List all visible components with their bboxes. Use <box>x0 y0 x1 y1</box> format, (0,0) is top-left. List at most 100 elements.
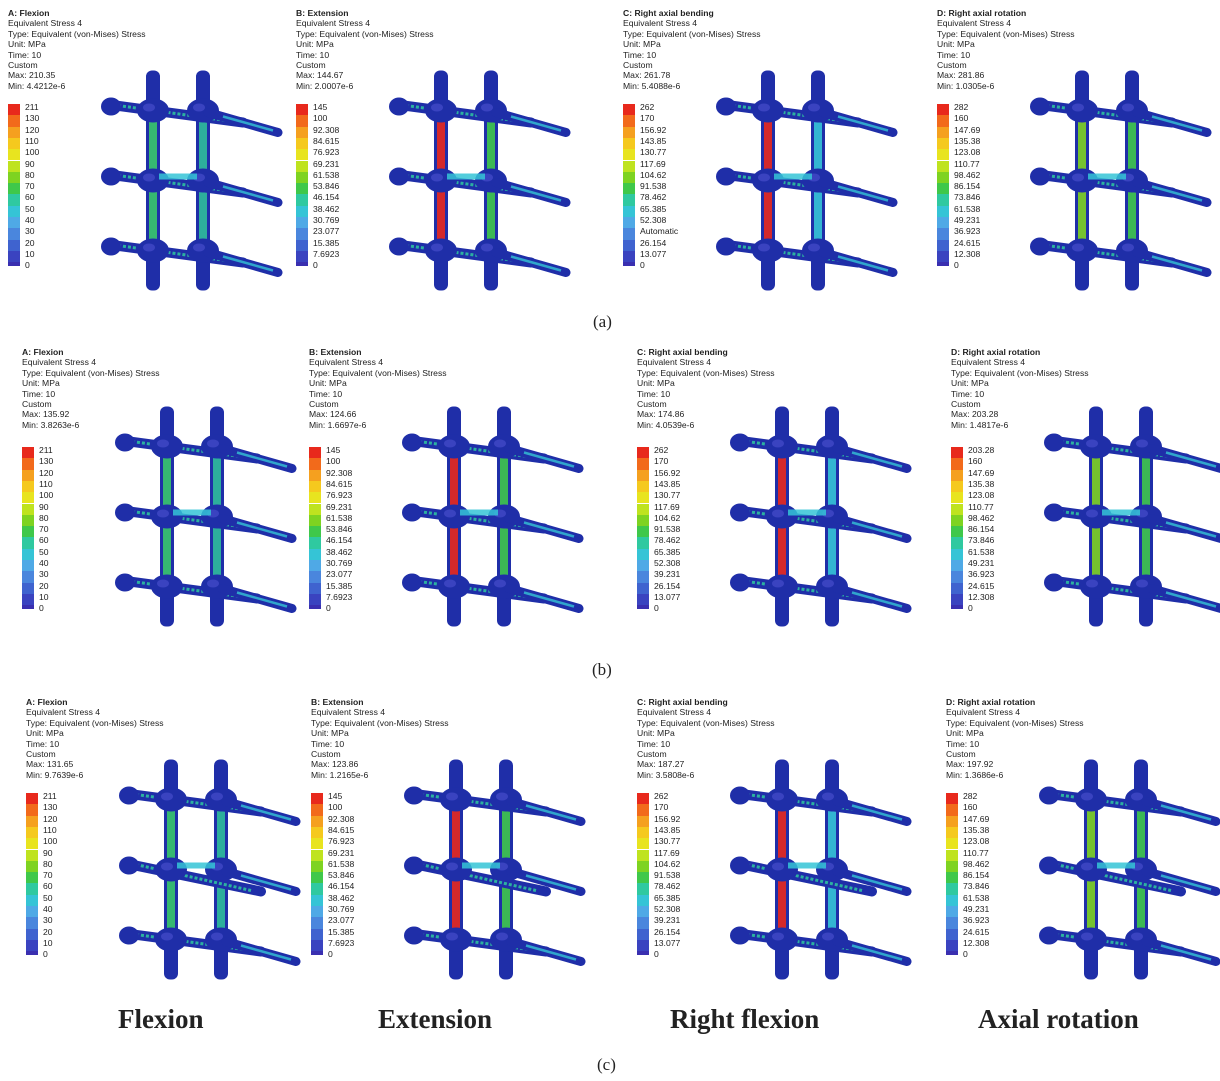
legend-swatch <box>296 262 308 267</box>
legend-tick-label: 30.769 <box>313 215 340 225</box>
legend-swatch <box>22 447 34 459</box>
legend-swatch <box>22 503 34 515</box>
screw-level <box>1044 503 1220 543</box>
legend-tick-label: 262 <box>640 102 655 112</box>
panel-info-line: Custom <box>937 60 967 71</box>
panel-info-line: Time: 10 <box>311 738 345 749</box>
legend-tick-label: 0 <box>328 949 333 960</box>
panel-info-line: Min: 1.2165e-6 <box>311 769 369 780</box>
legend-swatch <box>8 104 20 116</box>
panel-info-line: Type: Equivalent (von-Mises) Stress <box>946 717 1084 728</box>
panel-info-line: Equivalent Stress 4 <box>637 707 712 718</box>
panel-info-line: Custom <box>623 60 653 71</box>
screw-level <box>101 237 283 277</box>
legend-swatch <box>623 104 635 116</box>
legend-swatch <box>296 104 308 116</box>
legend-tick-label: 36.923 <box>963 915 990 926</box>
legend-tick-label: 104.62 <box>640 169 667 180</box>
legend-tick-label: 26.154 <box>654 926 681 937</box>
legend-tick-label: 30.769 <box>326 558 353 568</box>
legend-swatch <box>22 492 34 504</box>
legend-tick-label: 91.538 <box>654 870 681 881</box>
legend-swatch <box>937 183 949 195</box>
panel-info-line: Min: 1.0305e-6 <box>937 80 995 91</box>
panel-info-line: Equivalent Stress 4 <box>26 707 101 718</box>
legend-tick-label: 70 <box>25 181 35 192</box>
panel-info-line: Equivalent Stress 4 <box>623 18 698 29</box>
screw-level <box>1039 856 1220 897</box>
implant-model <box>716 70 898 291</box>
screw-level <box>115 433 297 473</box>
legend-swatch <box>946 860 958 873</box>
legend-swatch <box>937 104 949 116</box>
screw-level <box>716 97 898 137</box>
legend-swatch <box>22 560 34 572</box>
legend-tick-label: 170 <box>654 456 669 467</box>
implant-model <box>730 759 912 980</box>
legend-tick-label: 90 <box>25 158 35 169</box>
legend-swatch <box>309 469 321 481</box>
screw-level <box>404 926 586 966</box>
legend-swatch <box>8 160 20 172</box>
legend-swatch <box>937 171 949 184</box>
panel-info-line: Unit: MPa <box>637 378 675 389</box>
panel-info-line: Equivalent Stress 4 <box>8 18 83 29</box>
legend-swatch <box>26 883 38 895</box>
screw-level <box>716 167 898 207</box>
legend-tick-label: 0 <box>968 603 973 614</box>
legend-tick-label: 120 <box>39 467 54 478</box>
legend-swatch <box>946 872 958 884</box>
legend-tick-label: 7.6923 <box>326 591 353 602</box>
screw-level <box>402 503 584 543</box>
screw-level <box>1044 573 1220 613</box>
panel-info-line: Type: Equivalent (von-Mises) Stress <box>309 367 447 378</box>
panel-info-line: Max: 135.92 <box>22 409 70 420</box>
implant-model <box>1030 70 1212 291</box>
panel-title: A: Flexion <box>26 697 68 707</box>
legend-swatch <box>8 171 20 184</box>
panel-info-line: Max: 261.78 <box>623 70 671 81</box>
legend-tick-label: 86.154 <box>954 181 981 192</box>
panel-info-line: Min: 1.3686e-6 <box>946 769 1004 780</box>
legend-swatch <box>22 526 34 538</box>
implant-model <box>404 759 586 980</box>
legend-tick-label: 143.85 <box>654 478 681 489</box>
legend-tick-label: 0 <box>43 949 48 960</box>
implant-model <box>730 406 912 627</box>
screw-level <box>730 926 912 966</box>
legend-swatch <box>951 526 963 538</box>
panel-info-line: Time: 10 <box>22 388 56 399</box>
legend-swatch <box>951 560 963 572</box>
legend-swatch <box>623 149 635 161</box>
legend-swatch <box>937 149 949 161</box>
legend-swatch <box>623 115 635 127</box>
legend-tick-label: 38.462 <box>326 546 353 557</box>
legend-tick-label: 73.846 <box>963 881 990 892</box>
legend-swatch <box>623 217 635 229</box>
screw-level <box>730 433 912 473</box>
legend-tick-label: 70 <box>43 870 53 881</box>
legend-swatch <box>26 815 38 827</box>
legend-swatch <box>637 906 649 918</box>
legend-tick-label: 0 <box>954 260 959 271</box>
legend-swatch <box>309 537 321 549</box>
legend-swatch <box>22 514 34 527</box>
legend-swatch <box>311 793 323 805</box>
legend-tick-label: 53.846 <box>313 181 340 192</box>
legend-tick-label: 0 <box>25 260 30 271</box>
legend-tick-label: 0 <box>326 603 331 614</box>
legend-tick-label: 84.615 <box>313 135 340 146</box>
legend-tick-label: 73.846 <box>968 535 995 546</box>
legend-swatch <box>951 582 963 594</box>
legend-tick-label: 80 <box>43 858 53 869</box>
legend-swatch <box>937 137 949 150</box>
screw-level <box>1030 167 1212 207</box>
panel-info-line: Equivalent Stress 4 <box>637 357 712 368</box>
legend-swatch <box>946 838 958 850</box>
legend-tick-label: 60 <box>25 192 35 203</box>
legend-tick-label: 156.92 <box>654 467 681 478</box>
legend-swatch <box>637 458 649 470</box>
legend-swatch <box>937 239 949 251</box>
legend-swatch <box>22 458 34 470</box>
legend-tick-label: 135.38 <box>963 824 990 835</box>
